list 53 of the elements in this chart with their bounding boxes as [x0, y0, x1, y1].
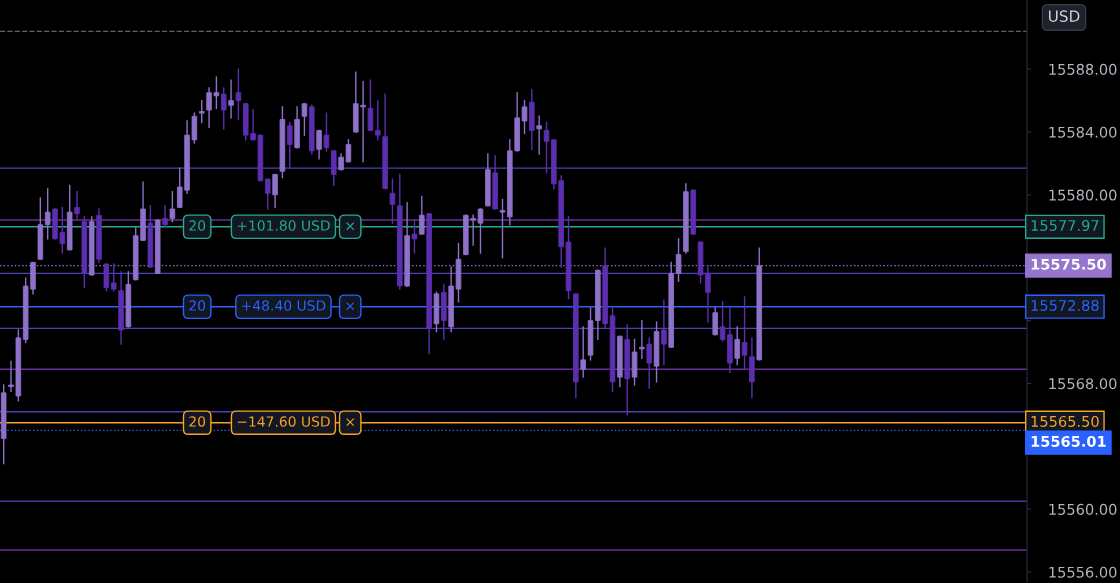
candlestick	[741, 296, 748, 370]
candlestick	[220, 87, 227, 130]
annotation: ×	[346, 418, 355, 427]
y-tick-label: 15588.00	[1049, 63, 1117, 75]
ref-line-label: 15575.50	[1031, 258, 1106, 270]
y-tick-label: 15584.00	[1049, 126, 1117, 138]
annotation: ×	[346, 302, 355, 311]
annotation: 20	[189, 220, 206, 231]
candlestick	[198, 99, 205, 124]
candlestick	[103, 263, 110, 292]
candlestick	[162, 205, 168, 227]
candlestick	[639, 319, 645, 359]
candlestick	[272, 173, 278, 209]
candlestick	[323, 112, 330, 152]
y-tick-label: 15580.00	[1049, 189, 1117, 201]
annotation: +48.40 USD	[242, 300, 326, 311]
candlestick	[661, 299, 667, 366]
candlestick	[235, 68, 242, 121]
candlestick	[521, 99, 528, 135]
annotation: ×	[346, 222, 355, 231]
candlestick	[44, 187, 51, 240]
candlestick	[646, 337, 652, 389]
candlestick	[712, 307, 718, 336]
candlestick	[264, 178, 271, 210]
candlestick	[301, 103, 308, 136]
y-tick-label: 15560.00	[1049, 503, 1117, 515]
candlestick	[169, 191, 176, 223]
candlestick	[316, 129, 322, 160]
ref-line-label: 15572.88	[1031, 299, 1099, 311]
candlestick	[536, 115, 542, 155]
ref-line-label: 15565.50	[1031, 415, 1099, 427]
candlestick	[375, 99, 381, 141]
candlestick	[499, 198, 506, 259]
candlestick	[411, 219, 418, 254]
ref-line-label: 15577.97	[1031, 219, 1099, 231]
text: USD	[1049, 10, 1080, 22]
candlestick	[110, 263, 117, 292]
candlestick	[580, 326, 586, 378]
ref-line-label: 15565.01	[1031, 435, 1106, 447]
annotation: 20	[189, 416, 206, 427]
candlestick	[734, 326, 741, 366]
y-tick-label: 15568.00	[1049, 378, 1117, 390]
candlestick	[228, 79, 234, 119]
candlestick	[286, 121, 293, 169]
candlestick	[367, 79, 374, 132]
y-tick-label: 15556.00	[1049, 566, 1117, 578]
annotation: −147.60 USD	[237, 416, 330, 427]
candlestick	[74, 191, 80, 220]
candlestick	[419, 195, 425, 235]
candlestick	[389, 178, 396, 224]
candlestick	[331, 150, 337, 187]
annotation: 20	[189, 300, 206, 311]
annotation: +101.80 USD	[237, 220, 330, 231]
